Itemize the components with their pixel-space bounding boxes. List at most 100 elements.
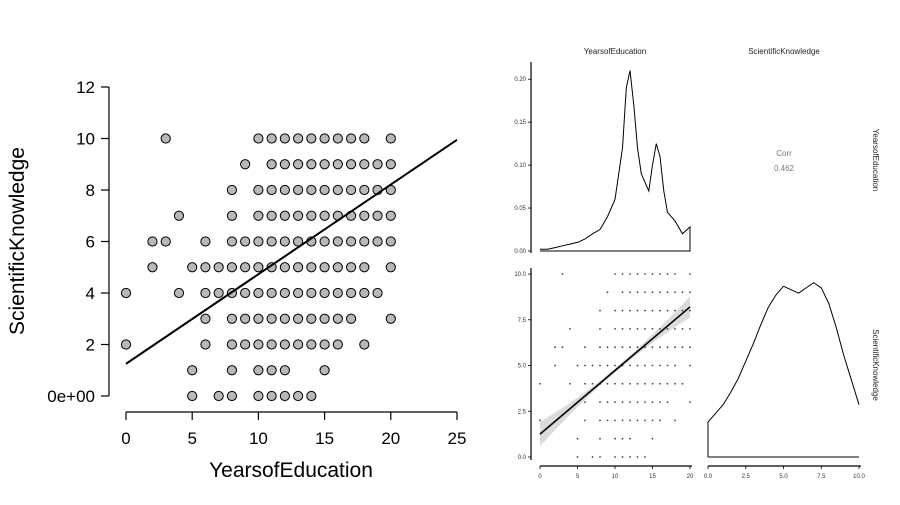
data-point <box>293 390 304 402</box>
scatter-panel-point <box>674 419 676 422</box>
data-point <box>187 365 198 376</box>
scatter-panel-y-tick-label: 7.5 <box>518 318 527 324</box>
data-point <box>253 390 264 402</box>
scatter-panel-point <box>666 346 669 349</box>
scatter-panel-point <box>651 364 654 367</box>
data-point <box>187 390 198 402</box>
data-point <box>332 184 343 196</box>
data-point <box>160 236 171 247</box>
scatter-panel-point <box>681 309 684 312</box>
data-point <box>173 210 185 221</box>
scatter-panel-point <box>674 291 676 294</box>
data-point <box>213 390 224 402</box>
scatter-panel-point <box>584 419 586 422</box>
scatter-panel-x-tick-label: 10 <box>612 474 619 480</box>
scatter-panel-point <box>651 309 654 312</box>
data-point <box>226 184 238 196</box>
scatter-panel-point <box>666 309 669 312</box>
scatter-panel-point <box>614 456 616 458</box>
scatter-panel-point <box>689 364 691 367</box>
scatter-panel-y-tick-label: 10.0 <box>514 272 526 278</box>
scatter-panel-point <box>651 382 654 385</box>
scatter-panel-point <box>636 273 639 275</box>
data-point <box>372 236 383 247</box>
scatter-panel-point <box>659 291 661 294</box>
scatter-panel-x-tick-label: 20 <box>687 474 694 480</box>
scatter-panel-point <box>689 346 691 349</box>
scatter-panel-y-tick-label: 5.0 <box>518 364 527 370</box>
scatter-panel-point <box>621 346 624 349</box>
data-point <box>306 339 317 350</box>
scatter-panel-point <box>674 382 676 385</box>
scatter-panel-point <box>659 273 661 275</box>
scatter-panel-point <box>651 291 654 294</box>
data-point <box>147 262 158 273</box>
data-point <box>359 184 370 196</box>
scatter-panel-point <box>629 273 631 275</box>
scatter-panel-trend-line <box>539 306 691 435</box>
density-y-tick-label: 0.10 <box>514 163 526 169</box>
scatter-panel-point <box>651 437 654 440</box>
data-point <box>345 313 357 324</box>
scatter-panel-point <box>614 328 616 330</box>
data-point <box>385 262 396 273</box>
scatter-panel-point <box>614 273 616 275</box>
scatter-panel-point <box>591 382 594 385</box>
density-x-tick-label: 0.0 <box>704 474 713 480</box>
scatter-panel-point <box>621 419 624 422</box>
data-point <box>319 184 330 196</box>
data-point <box>266 159 277 170</box>
scatter-panel-point <box>674 346 676 349</box>
data-point <box>319 313 330 324</box>
data-point <box>279 390 290 402</box>
data-point <box>359 159 370 170</box>
scatter-panel-point <box>606 364 609 367</box>
data-point <box>319 210 330 221</box>
data-point <box>319 339 330 350</box>
data-point <box>306 159 317 170</box>
data-point <box>253 313 264 324</box>
data-point <box>345 133 357 144</box>
data-point <box>200 236 211 247</box>
scatter-panel-point <box>621 328 624 330</box>
scatter-panel-point <box>651 273 654 275</box>
data-point <box>293 210 304 221</box>
scatter-panel-point <box>569 328 571 330</box>
scatter-panel-point <box>681 328 684 330</box>
scatter-panel-point <box>644 328 646 330</box>
x-tick-label: 20 <box>381 429 400 448</box>
data-point <box>279 313 290 324</box>
pairs-row-header-education: YearsofEducation <box>871 129 880 191</box>
scatter-panel-point <box>629 401 631 403</box>
data-point <box>226 390 238 402</box>
scatter-panel-point <box>681 382 684 385</box>
data-point <box>200 313 211 324</box>
scatter-panel-point <box>659 309 661 312</box>
density-edu-y-ticks: 0.00 0.05 0.10 0.15 0.20 <box>514 77 531 255</box>
scatter-panel-point <box>554 364 556 367</box>
data-point <box>266 210 277 221</box>
data-point <box>319 287 330 299</box>
scatter-panel-point <box>659 328 661 330</box>
scatter-panel-point <box>621 401 624 403</box>
scatter-panel-point <box>636 346 639 349</box>
data-point <box>240 159 251 170</box>
scatter-panel-point <box>666 382 669 385</box>
scatter-panel-point <box>614 382 616 385</box>
data-point <box>266 390 277 402</box>
data-point <box>293 159 304 170</box>
data-point <box>306 390 317 402</box>
y-tick-label: 8 <box>86 181 95 200</box>
data-point <box>306 313 317 324</box>
data-point <box>279 262 290 273</box>
scatter-panel-point <box>636 364 639 367</box>
data-point <box>319 365 330 376</box>
scatter-panel-point <box>644 291 646 294</box>
data-point <box>293 184 304 196</box>
scatter-panel-points <box>539 273 691 458</box>
scatter-panel-point <box>621 456 624 458</box>
left-trend-line <box>125 138 458 365</box>
data-point <box>332 159 343 170</box>
scatter-panel-point <box>651 401 654 403</box>
